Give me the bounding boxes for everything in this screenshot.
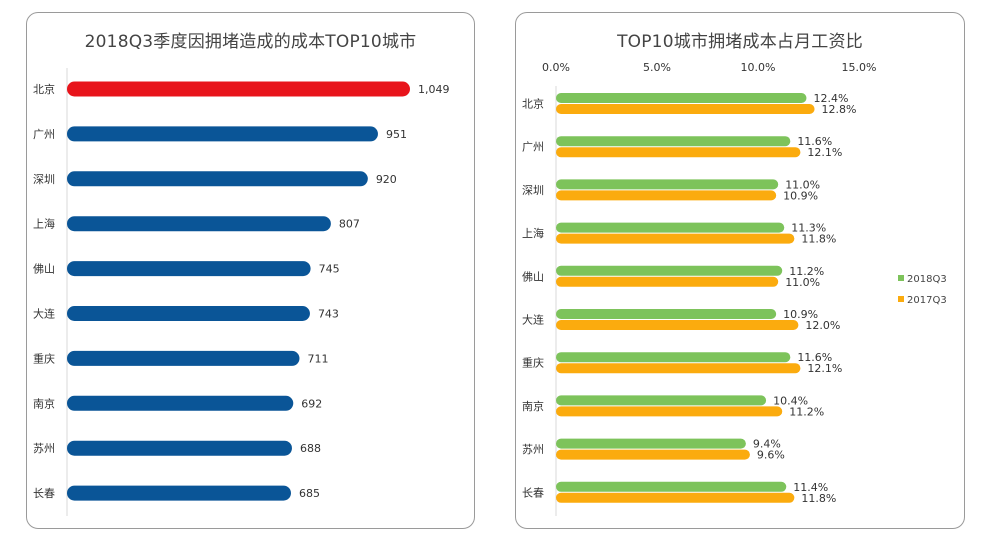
left-value-label: 688 [300,442,321,455]
right-value-label: 12.0% [805,319,840,332]
right-value-label: 12.1% [807,146,842,159]
right-category-label: 长春 [522,486,544,499]
left-bar [67,81,410,97]
right-bar-2018Q3 [556,395,767,406]
right-value-label: 12.8% [822,103,857,116]
left-category-label: 佛山 [33,263,55,276]
left-value-label: 807 [339,218,360,231]
right-value-label: 11.0% [785,276,820,289]
legend-label-2017Q3: 2017Q3 [907,295,947,306]
left-bar [67,171,368,187]
right-bar-2018Q3 [556,136,791,147]
left-value-label: 1,049 [418,83,450,96]
right-x-tick-label: 15.0% [842,61,877,74]
right-bar-2017Q3 [556,233,795,244]
left-category-label: 大连 [33,307,55,321]
right-bar-2018Q3 [556,265,783,276]
right-value-label: 11.6% [797,351,832,364]
right-value-label: 11.3% [791,222,826,235]
legend-swatch-2018Q3 [898,275,904,281]
right-bar-2017Q3 [556,104,815,114]
left-value-label: 685 [299,487,320,500]
legend-label-2018Q3: 2018Q3 [907,274,947,285]
left-value-label: 692 [301,397,322,410]
right-bar-2018Q3 [556,481,787,492]
left-value-label: 920 [376,173,397,186]
right-value-label: 9.6% [757,449,785,462]
left-bar [67,216,331,232]
right-value-label: 12.4% [813,92,848,105]
right-category-label: 南京 [522,399,544,413]
right-bar-2018Q3 [556,179,779,190]
left-chart-title: 2018Q3季度因拥堵造成的成本TOP10城市 [84,32,417,52]
right-category-label: 广州 [522,141,544,154]
left-bar [67,261,311,277]
right-category-label: 佛山 [522,270,544,283]
left-category-label: 北京 [33,82,55,96]
right-value-label: 10.9% [783,308,818,321]
left-bar [67,306,310,321]
right-value-label: 11.4% [793,481,828,494]
left-category-label: 长春 [33,487,55,500]
left-bar [67,440,292,456]
right-bar-2017Q3 [556,363,801,374]
left-value-label: 711 [307,352,328,365]
right-value-label: 11.2% [789,265,824,278]
right-bar-2017Q3 [556,190,777,201]
left-bar [67,350,300,366]
right-bar-2018Q3 [556,222,785,233]
right-bar-2018Q3 [556,309,777,319]
left-category-label: 上海 [33,217,55,231]
right-x-tick-label: 0.0% [542,61,570,74]
right-value-label: 11.8% [801,233,836,246]
right-bar-2018Q3 [556,93,807,103]
right-category-label: 北京 [522,97,544,111]
left-category-label: 深圳 [33,173,55,186]
right-category-label: 重庆 [522,356,544,370]
right-bar-2017Q3 [556,406,783,417]
left-bar [67,395,294,411]
left-category-label: 广州 [33,128,55,141]
right-chart-title: TOP10城市拥堵成本占月工资比 [617,32,863,52]
left-value-label: 743 [318,308,339,321]
right-value-label: 11.6% [797,135,832,148]
right-bar-2017Q3 [556,147,801,158]
right-x-tick-label: 5.0% [643,61,671,74]
right-value-label: 9.4% [753,438,781,451]
left-value-label: 745 [319,263,340,276]
right-category-label: 上海 [522,226,544,240]
right-bar-2017Q3 [556,492,795,503]
left-bar [67,485,291,501]
right-x-tick-label: 10.0% [741,61,776,74]
right-category-label: 大连 [522,313,544,327]
left-category-label: 重庆 [33,351,55,365]
left-category-label: 苏州 [33,442,55,455]
right-bar-2017Q3 [556,320,799,330]
right-bar-2017Q3 [556,449,750,460]
right-category-label: 深圳 [522,184,544,197]
right-bar-2017Q3 [556,276,779,287]
right-value-label: 11.0% [785,178,820,191]
right-bar-2018Q3 [556,438,746,449]
left-value-label: 951 [386,128,407,141]
right-value-label: 10.4% [773,394,808,407]
right-value-label: 11.2% [789,405,824,418]
right-value-label: 11.8% [801,492,836,505]
right-bar-2018Q3 [556,352,791,363]
left-bar [67,126,378,142]
legend-swatch-2017Q3 [898,296,904,302]
right-value-label: 10.9% [783,189,818,202]
left-category-label: 南京 [33,396,55,410]
right-value-label: 12.1% [807,362,842,375]
right-category-label: 苏州 [522,443,544,456]
